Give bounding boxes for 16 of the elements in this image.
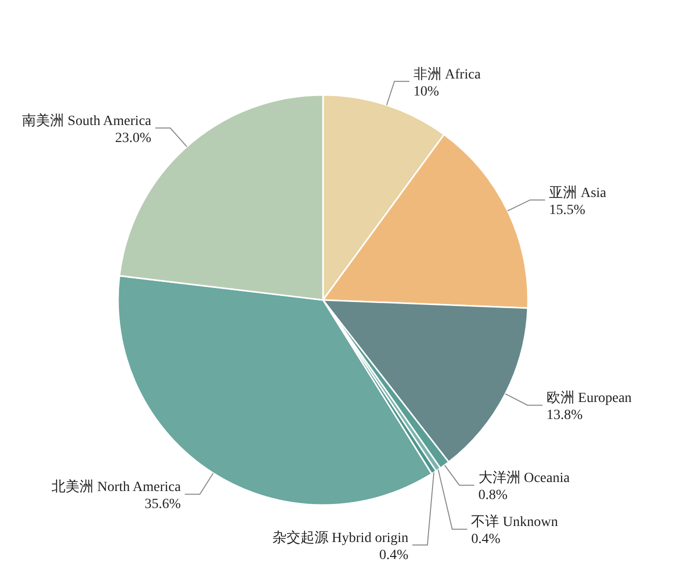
slice-label: 不详 Unknown bbox=[471, 514, 558, 530]
slice-label: 南美洲 South America bbox=[22, 113, 152, 130]
data-label: 10% bbox=[413, 84, 440, 100]
data-label: 0.8% bbox=[478, 488, 508, 504]
data-label: 13.8% bbox=[546, 408, 584, 424]
slice-label: 北美洲 North America bbox=[52, 479, 182, 496]
slice-label: 大洋洲 Oceania bbox=[478, 470, 571, 486]
data-label: 0.4% bbox=[471, 532, 501, 548]
slice-label: 亚洲 Asia bbox=[549, 184, 608, 201]
data-label: 0.4% bbox=[379, 548, 409, 563]
slice-label: 杂交起源 Hybrid origin bbox=[272, 530, 408, 546]
data-label: 23.0% bbox=[115, 131, 152, 146]
slice-label: 非洲 Africa bbox=[413, 66, 482, 82]
data-label: 15.5% bbox=[549, 202, 586, 218]
slice-label: 欧洲 European bbox=[546, 390, 632, 406]
data-label: 35.6% bbox=[144, 497, 182, 512]
